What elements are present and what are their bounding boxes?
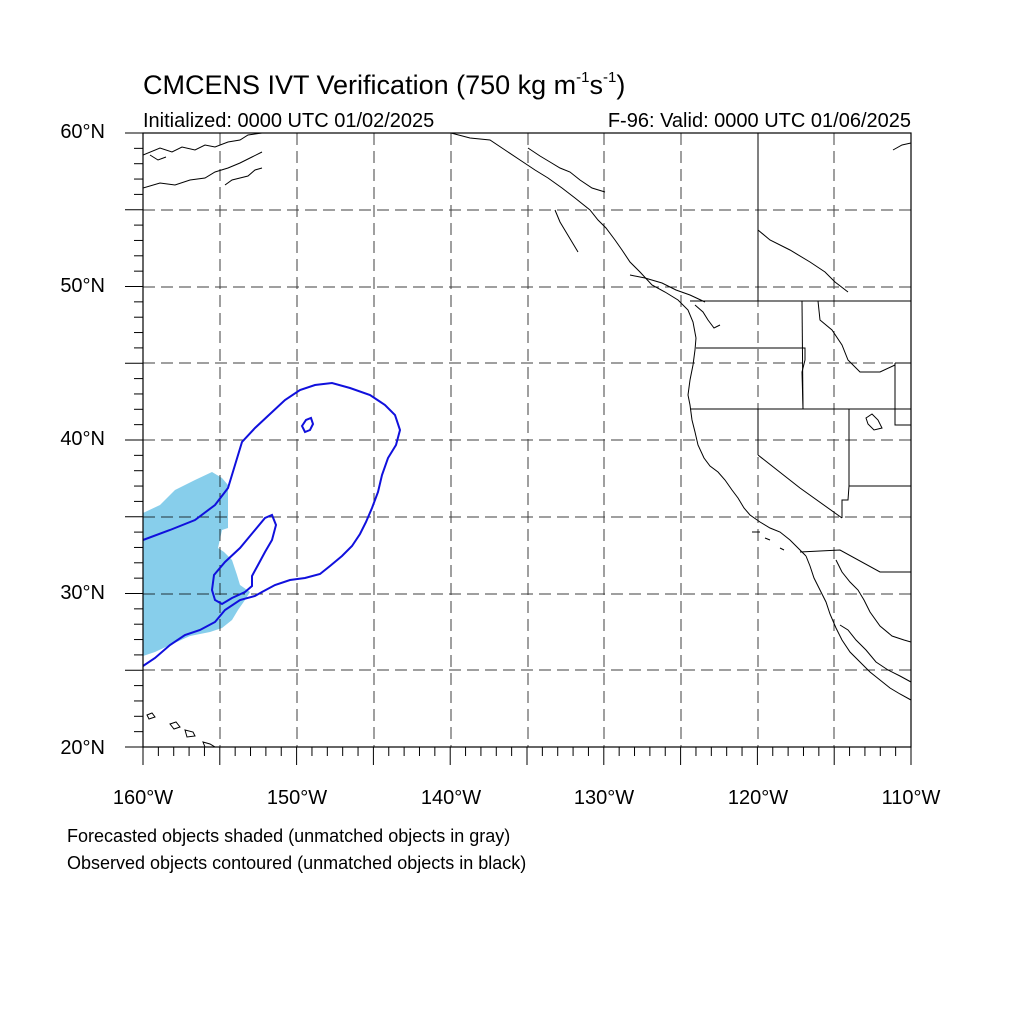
lat-label-60n: 60°N [60, 121, 105, 143]
lon-label-130w: 130°W [573, 787, 635, 809]
graticule [143, 133, 911, 747]
valid-time-label: F-96: Valid: 0000 UTC 01/06/2025 [607, 110, 911, 132]
lat-label-30n: 30°N [60, 582, 105, 604]
observed-contour-inner [210, 513, 278, 606]
state-borders [690, 133, 911, 573]
lon-label-140w: 140°W [420, 787, 482, 809]
forecast-note: Forecasted objects shaded (unmatched obj… [67, 826, 511, 846]
lat-label-40n: 40°N [60, 428, 105, 450]
lon-label-150w: 150°W [266, 787, 328, 809]
tick-marks [125, 132, 912, 765]
observed-objects [143, 381, 402, 667]
forecast-object [143, 472, 250, 656]
map-title: CMCENS IVT Verification (750 kg m-1s-1) [143, 69, 626, 100]
coastlines [143, 133, 911, 747]
lon-label-160w: 160°W [112, 787, 174, 809]
lon-label-120w: 120°W [727, 787, 789, 809]
observed-contour-small [300, 416, 315, 434]
observed-contour-large [143, 381, 402, 667]
lon-label-110w: 110°W [881, 787, 941, 809]
lat-label-50n: 50°N [60, 275, 105, 297]
observed-note: Observed objects contoured (unmatched ob… [67, 853, 527, 873]
initialized-label: Initialized: 0000 UTC 01/02/2025 [143, 110, 435, 132]
lat-label-20n: 20°N [60, 737, 105, 759]
